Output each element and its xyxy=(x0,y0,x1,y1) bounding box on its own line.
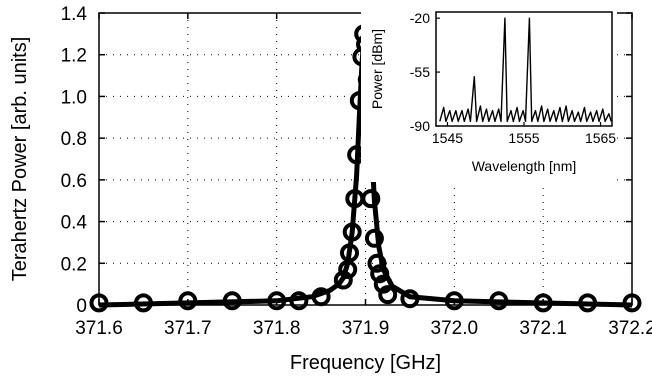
inset-y-tick-label: -55 xyxy=(410,64,430,80)
x-tick-label: 371.7 xyxy=(164,318,212,339)
inset-x-tick-label: 1565 xyxy=(585,130,616,146)
y-tick-label: 0 xyxy=(76,296,87,317)
data-point xyxy=(133,293,153,313)
data-point xyxy=(370,264,390,284)
data-point xyxy=(364,228,384,248)
data-point xyxy=(333,270,353,290)
inset-x-tick-label: 1545 xyxy=(432,130,463,146)
spectrum-line xyxy=(439,17,612,123)
main-x-ticks: 371.6 371.7 371.8 371.9 372.0 372.1 372.2 xyxy=(75,13,652,339)
inset-x-axis-label: Wavelength [nm] xyxy=(472,158,577,174)
data-point xyxy=(489,291,509,311)
y-axis-label: Terahertz Power [arb. units] xyxy=(9,37,31,282)
inset-background xyxy=(361,8,617,182)
x-tick-label: 372.2 xyxy=(608,318,652,339)
y-tick-label: 0.2 xyxy=(61,254,87,275)
data-point xyxy=(340,243,359,263)
data-point xyxy=(361,189,381,209)
x-tick-label: 371.8 xyxy=(253,318,301,339)
data-point xyxy=(400,289,420,309)
data-point xyxy=(367,253,387,273)
data-point xyxy=(533,293,553,313)
y-tick-label: 0.8 xyxy=(61,129,87,150)
x-axis-label: Frequency [GHz] xyxy=(290,352,441,374)
data-point xyxy=(222,291,242,311)
inset-y-tick-label: -20 xyxy=(410,10,430,26)
inset-x-ticks: 1545 1555 1565 xyxy=(432,122,616,146)
y-tick-label: 1.0 xyxy=(61,87,87,108)
data-point xyxy=(373,274,393,294)
inset-y-axis-label: Power [dBm] xyxy=(369,29,385,109)
data-point xyxy=(178,291,198,311)
inset-y-tick-label: -90 xyxy=(410,118,430,134)
inset-y-ticks: -20 -55 -90 xyxy=(410,10,440,134)
data-point xyxy=(444,291,464,311)
data-point xyxy=(311,287,331,307)
data-point xyxy=(378,285,398,305)
x-tick-label: 371.6 xyxy=(75,318,123,339)
y-tick-label: 0.6 xyxy=(61,171,87,192)
data-point xyxy=(289,291,309,311)
y-tick-label: 1.4 xyxy=(61,4,88,25)
inset-chart: 1545 1555 1565 -20 -55 -90 Wavelength [nm] P… xyxy=(361,8,617,182)
data-point xyxy=(267,291,287,311)
x-tick-label: 372.0 xyxy=(431,318,479,339)
data-point xyxy=(342,222,362,242)
x-tick-label: 371.9 xyxy=(342,318,390,339)
main-y-ticks: 0 0.2 0.4 0.6 0.8 1.0 1.2 1.4 xyxy=(61,4,632,317)
y-tick-label: 0.4 xyxy=(61,213,88,234)
x-tick-label: 372.1 xyxy=(519,318,567,339)
y-tick-label: 1.2 xyxy=(61,46,87,67)
inset-x-tick-label: 1555 xyxy=(508,130,539,146)
data-point xyxy=(578,293,598,313)
main-chart: 371.6 371.7 371.8 371.9 372.0 372.1 372.2 0 0.2… xyxy=(9,4,652,374)
inset-plot-frame xyxy=(435,11,613,127)
